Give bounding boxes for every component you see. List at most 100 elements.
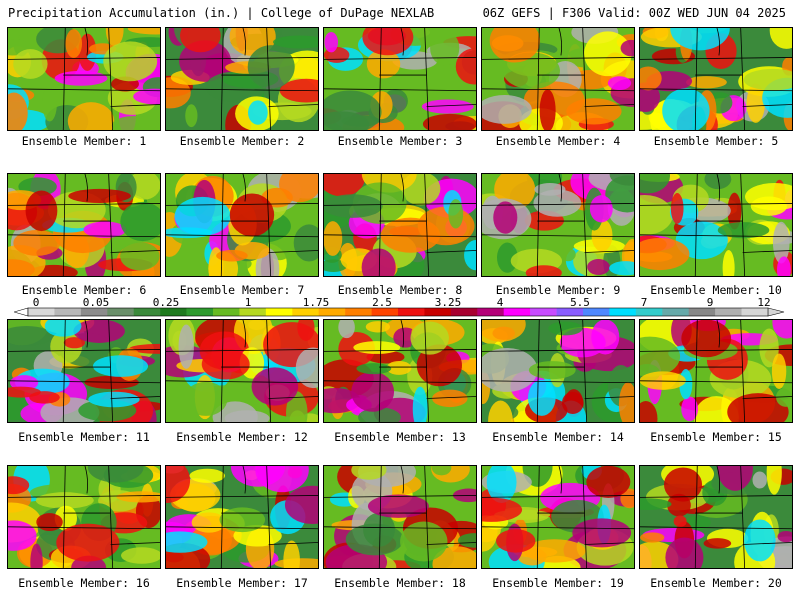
colorbar-segment — [265, 308, 293, 316]
ensemble-map-panel — [639, 173, 793, 277]
ensemble-map-panel — [323, 27, 477, 131]
ensemble-map-panel — [481, 465, 635, 569]
precip-field-map — [482, 174, 634, 276]
ensemble-member-label: Ensemble Member: 18 — [334, 576, 466, 590]
colorbar-segment — [345, 308, 372, 316]
precip-colorbar: 0 0.05 0.25 1 1.75 2.5 3.25 4 5.5 7 9 12 — [14, 297, 785, 317]
colorbar-tick-label: 1.75 — [303, 297, 330, 309]
colorbar-tick-label: 4 — [497, 297, 504, 309]
ensemble-map-panel — [323, 319, 477, 423]
ensemble-member-label: Ensemble Member: 20 — [650, 576, 782, 590]
ensemble-member-label: Ensemble Member: 17 — [176, 576, 308, 590]
map-title: Precipitation Accumulation (in.) | Colle… — [8, 6, 435, 20]
colorbar-segment — [318, 308, 346, 316]
precip-field-map — [640, 28, 792, 130]
colorbar-segment — [530, 308, 557, 316]
colorbar-tick-label: 1 — [245, 297, 252, 309]
colorbar-segment — [450, 308, 478, 316]
colorbar-tick-label: 12 — [757, 297, 770, 309]
precip-field-map — [8, 28, 160, 130]
precip-field-map — [166, 320, 318, 422]
ensemble-member-label: Ensemble Member: 19 — [492, 576, 624, 590]
ensemble-member-label: Ensemble Member: 6 — [21, 283, 147, 297]
colorbar-segment — [635, 308, 663, 316]
ensemble-member-label: Ensemble Member: 7 — [179, 283, 305, 297]
ensemble-map-panel — [165, 465, 319, 569]
colorbar-tick-label: 7 — [641, 297, 648, 309]
precip-field-map — [482, 28, 634, 130]
precip-field-map — [8, 174, 160, 276]
ensemble-member-label: Ensemble Member: 15 — [650, 430, 782, 444]
colorbar-segment — [662, 308, 690, 316]
ensemble-member-label: Ensemble Member: 12 — [176, 430, 308, 444]
precip-field-map — [640, 174, 792, 276]
ensemble-member-label: Ensemble Member: 16 — [18, 576, 150, 590]
colorbar-tick-label: 9 — [707, 297, 714, 309]
ensemble-map-panel — [323, 173, 477, 277]
colorbar-segment — [239, 308, 267, 316]
precip-field-map — [166, 466, 318, 568]
ensemble-map-panel — [639, 465, 793, 569]
ensemble-member-label: Ensemble Member: 13 — [334, 430, 466, 444]
colorbar-segment — [609, 308, 637, 316]
colorbar-segment — [80, 308, 108, 316]
ensemble-map-panel — [165, 173, 319, 277]
precip-field-map — [640, 466, 792, 568]
ensemble-map-panel — [7, 319, 161, 423]
colorbar-segment — [477, 308, 505, 316]
colorbar-segment — [741, 308, 769, 316]
precip-field-map — [640, 320, 792, 422]
colorbar-segment — [107, 308, 135, 316]
colorbar-segment — [213, 308, 240, 316]
ensemble-map-panel — [639, 319, 793, 423]
ensemble-member-label: Ensemble Member: 14 — [492, 430, 624, 444]
colorbar-tick-label: 0.25 — [153, 297, 180, 309]
ensemble-map-panel — [7, 173, 161, 277]
ensemble-map-panel — [165, 27, 319, 131]
precip-field-map — [166, 28, 318, 130]
ensemble-map-panel — [165, 319, 319, 423]
ensemble-member-label: Ensemble Member: 11 — [18, 430, 150, 444]
ensemble-member-label: Ensemble Member: 5 — [653, 134, 779, 148]
precip-field-map — [482, 466, 634, 568]
ensemble-member-label: Ensemble Member: 4 — [495, 134, 621, 148]
ensemble-map-panel — [7, 465, 161, 569]
colorbar-segment — [715, 308, 742, 316]
colorbar-segment — [186, 308, 214, 316]
precip-field-map — [324, 28, 476, 130]
ensemble-member-label: Ensemble Member: 9 — [495, 283, 621, 297]
colorbar-segment — [424, 308, 452, 316]
ensemble-map-panel — [481, 27, 635, 131]
precip-field-map — [324, 466, 476, 568]
ensemble-map-panel — [639, 27, 793, 131]
ensemble-map-panel — [481, 173, 635, 277]
precip-field-map — [8, 466, 160, 568]
colorbar-tick-label: 0.05 — [83, 297, 110, 309]
ensemble-map-panel — [7, 27, 161, 131]
colorbar-segment — [583, 308, 610, 316]
colorbar-segment — [133, 308, 161, 316]
colorbar-segment — [398, 308, 425, 316]
precip-field-map — [324, 320, 476, 422]
ensemble-member-label: Ensemble Member: 8 — [337, 283, 463, 297]
colorbar-segment — [503, 308, 531, 316]
colorbar-segment — [160, 308, 187, 316]
colorbar-tick-label: 5.5 — [570, 297, 590, 309]
precip-field-map — [482, 320, 634, 422]
ensemble-member-label: Ensemble Member: 3 — [337, 134, 463, 148]
model-valid-time: 06Z GEFS | F306 Valid: 00Z WED JUN 04 20… — [482, 6, 786, 20]
precip-field-map — [8, 320, 160, 422]
ensemble-map-panel — [481, 319, 635, 423]
precip-field-map — [324, 174, 476, 276]
colorbar-segment — [556, 308, 584, 316]
colorbar-segment — [688, 308, 716, 316]
colorbar-tick-label: 2.5 — [372, 297, 392, 309]
colorbar-tick-label: 0 — [33, 297, 40, 309]
colorbar-left-arrow — [14, 307, 29, 317]
colorbar-tick-label: 3.25 — [435, 297, 462, 309]
ensemble-member-label: Ensemble Member: 1 — [21, 134, 147, 148]
precip-field-map — [166, 174, 318, 276]
ensemble-map-panel — [323, 465, 477, 569]
ensemble-member-label: Ensemble Member: 10 — [650, 283, 782, 297]
colorbar-segment — [28, 308, 55, 316]
